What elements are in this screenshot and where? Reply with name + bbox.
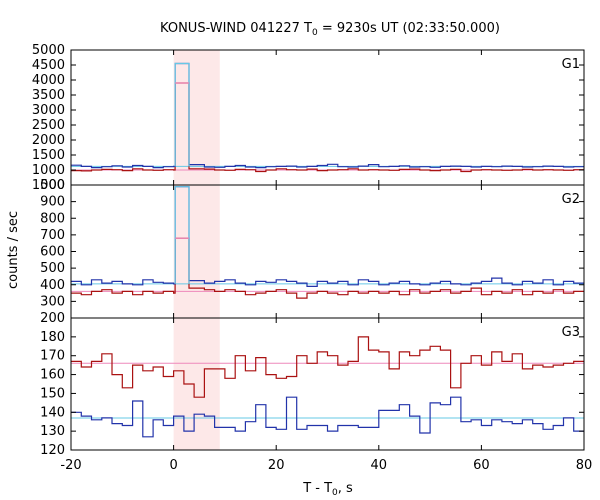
g3-panel-label: G3 bbox=[562, 325, 580, 340]
title-main: KONUS-WIND 041227 T bbox=[160, 21, 312, 36]
g2-ytick-label-6: 800 bbox=[40, 211, 65, 226]
xtick-label-1: 0 bbox=[169, 458, 177, 473]
g2-soft-series bbox=[71, 237, 584, 299]
g2-panel-frame bbox=[70, 184, 585, 319]
g1-ytick-label-9: 5000 bbox=[32, 43, 65, 58]
g1-ytick-label-2: 1500 bbox=[32, 148, 65, 163]
x-axis-label: T - T0, s bbox=[302, 481, 353, 498]
g2-ytick-label-7: 900 bbox=[40, 195, 65, 210]
g1-ytick-label-5: 3000 bbox=[32, 103, 65, 118]
y-axis-label: counts / sec bbox=[6, 211, 21, 289]
g2-ytick-label-0: 200 bbox=[40, 311, 65, 326]
g3-ytick-label-3: 150 bbox=[40, 386, 65, 401]
title-sub: 0 bbox=[312, 28, 318, 38]
g1-ytick-label-3: 2000 bbox=[32, 133, 65, 148]
tick-layer: 5001000150020002500300035004000450050002… bbox=[32, 43, 592, 473]
g2-ytick-label-3: 500 bbox=[40, 261, 65, 276]
chart-title: KONUS-WIND 041227 T0 = 9230s UT (02:33:5… bbox=[160, 21, 500, 38]
g3-ytick-label-6: 180 bbox=[40, 330, 65, 345]
xtick-label-2: 20 bbox=[268, 458, 285, 473]
g2-ytick-label-5: 700 bbox=[40, 228, 65, 243]
g1-hard-series bbox=[71, 62, 584, 169]
g3-ytick-label-5: 170 bbox=[40, 349, 65, 364]
frame-layer: G1 G2 G3 bbox=[70, 49, 585, 451]
g1-ytick-label-6: 3500 bbox=[32, 88, 65, 103]
xtick-label-0: -20 bbox=[60, 458, 81, 473]
g3-ytick-label-0: 120 bbox=[40, 443, 65, 458]
g2-hard-series bbox=[71, 186, 584, 287]
g2-ytick-label-8: 1000 bbox=[32, 178, 65, 193]
xtick-label-5: 80 bbox=[576, 458, 593, 473]
g2-hard-peak-outline bbox=[174, 186, 190, 284]
title-tail: = 9230s UT (02:33:50.000) bbox=[318, 21, 500, 36]
g1-ytick-label-8: 4500 bbox=[32, 58, 65, 73]
g1-ytick-label-4: 2500 bbox=[32, 118, 65, 133]
g1-soft-series bbox=[71, 82, 584, 173]
g1-hard-peak-outline bbox=[174, 62, 190, 167]
g3-ytick-label-2: 140 bbox=[40, 405, 65, 420]
g2-ytick-label-2: 400 bbox=[40, 278, 65, 293]
series-layer bbox=[71, 62, 584, 438]
g2-panel-label: G2 bbox=[562, 192, 580, 207]
g2-ytick-label-1: 300 bbox=[40, 294, 65, 309]
g3-panel-frame bbox=[70, 317, 585, 451]
xlabel-tail: , s bbox=[338, 481, 353, 496]
burst-interval-shade bbox=[173, 50, 220, 450]
g1-panel-label: G1 bbox=[562, 57, 580, 72]
xtick-label-4: 60 bbox=[473, 458, 490, 473]
g3-soft-series bbox=[71, 336, 584, 398]
g1-ytick-label-7: 4000 bbox=[32, 73, 65, 88]
xlabel-main: T - T bbox=[302, 481, 332, 496]
g1-ytick-label-1: 1000 bbox=[32, 163, 65, 178]
xtick-label-3: 40 bbox=[371, 458, 388, 473]
g3-ytick-label-4: 160 bbox=[40, 368, 65, 383]
g3-hard-series bbox=[71, 396, 584, 438]
g1-ytick-label-0: 500 bbox=[40, 178, 65, 193]
xlabel-sub: 0 bbox=[332, 488, 338, 498]
shade-layer bbox=[173, 50, 220, 450]
g2-ytick-label-4: 600 bbox=[40, 245, 65, 260]
g3-ytick-label-1: 130 bbox=[40, 424, 65, 439]
